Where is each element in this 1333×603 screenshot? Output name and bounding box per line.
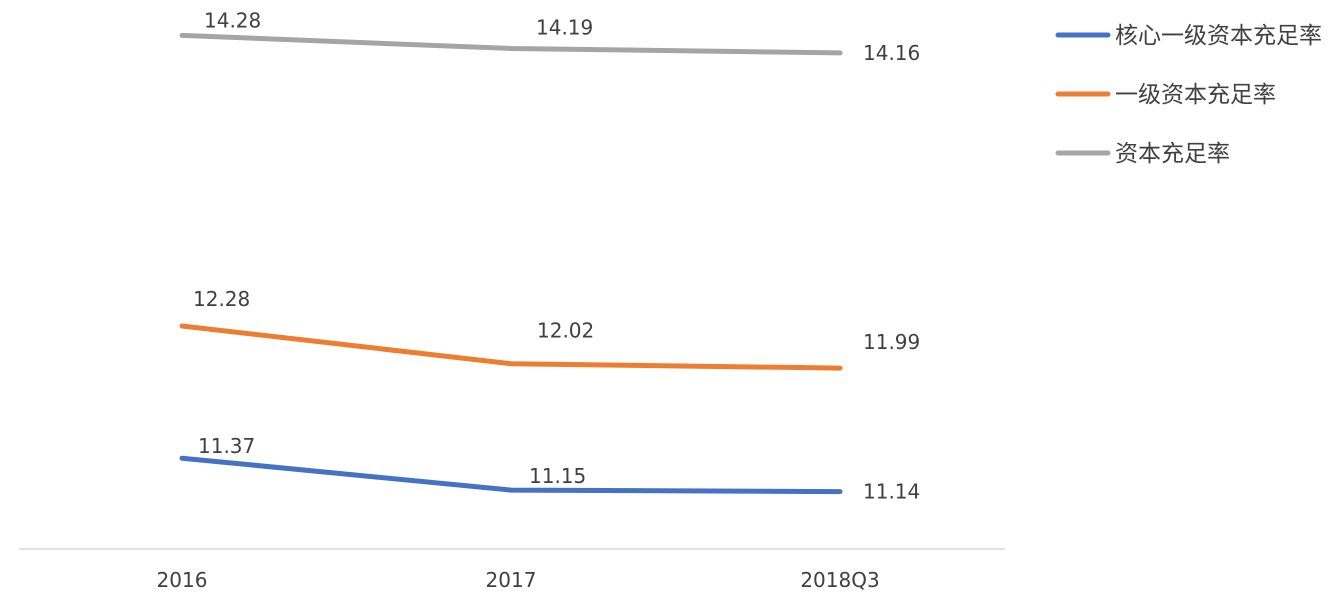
legend-item: 核心一级资本充足率 — [1055, 23, 1322, 49]
data-label: 14.28 — [204, 8, 261, 32]
data-label: 14.16 — [863, 41, 920, 65]
series-layer — [179, 32, 843, 495]
data-label: 12.02 — [537, 319, 594, 343]
data-label: 11.37 — [198, 434, 255, 458]
legend-label: 一级资本充足率 — [1115, 82, 1276, 108]
data-label: 11.15 — [529, 464, 586, 488]
data-label: 11.99 — [863, 330, 920, 354]
series-line-2 — [179, 32, 843, 56]
legend-item: 一级资本充足率 — [1055, 82, 1276, 108]
legend-label: 资本充足率 — [1115, 141, 1230, 167]
x-tick-labels: 2016 2017 2018Q3 — [157, 568, 880, 592]
x-tick-label: 2017 — [486, 568, 537, 592]
data-label: 14.19 — [536, 16, 593, 40]
data-labels-layer: 11.37 11.15 11.14 12.28 12.02 11.99 14.28 14.19… — [193, 8, 920, 503]
legend-label: 核心一级资本充足率 — [1115, 23, 1322, 49]
series-line-1 — [179, 323, 843, 371]
data-label: 12.28 — [193, 287, 250, 311]
series-line-0 — [179, 455, 843, 495]
x-tick-label: 2018Q3 — [800, 568, 879, 592]
data-label: 11.14 — [863, 480, 920, 504]
legend-item: 资本充足率 — [1055, 141, 1230, 167]
x-tick-label: 2016 — [157, 568, 208, 592]
